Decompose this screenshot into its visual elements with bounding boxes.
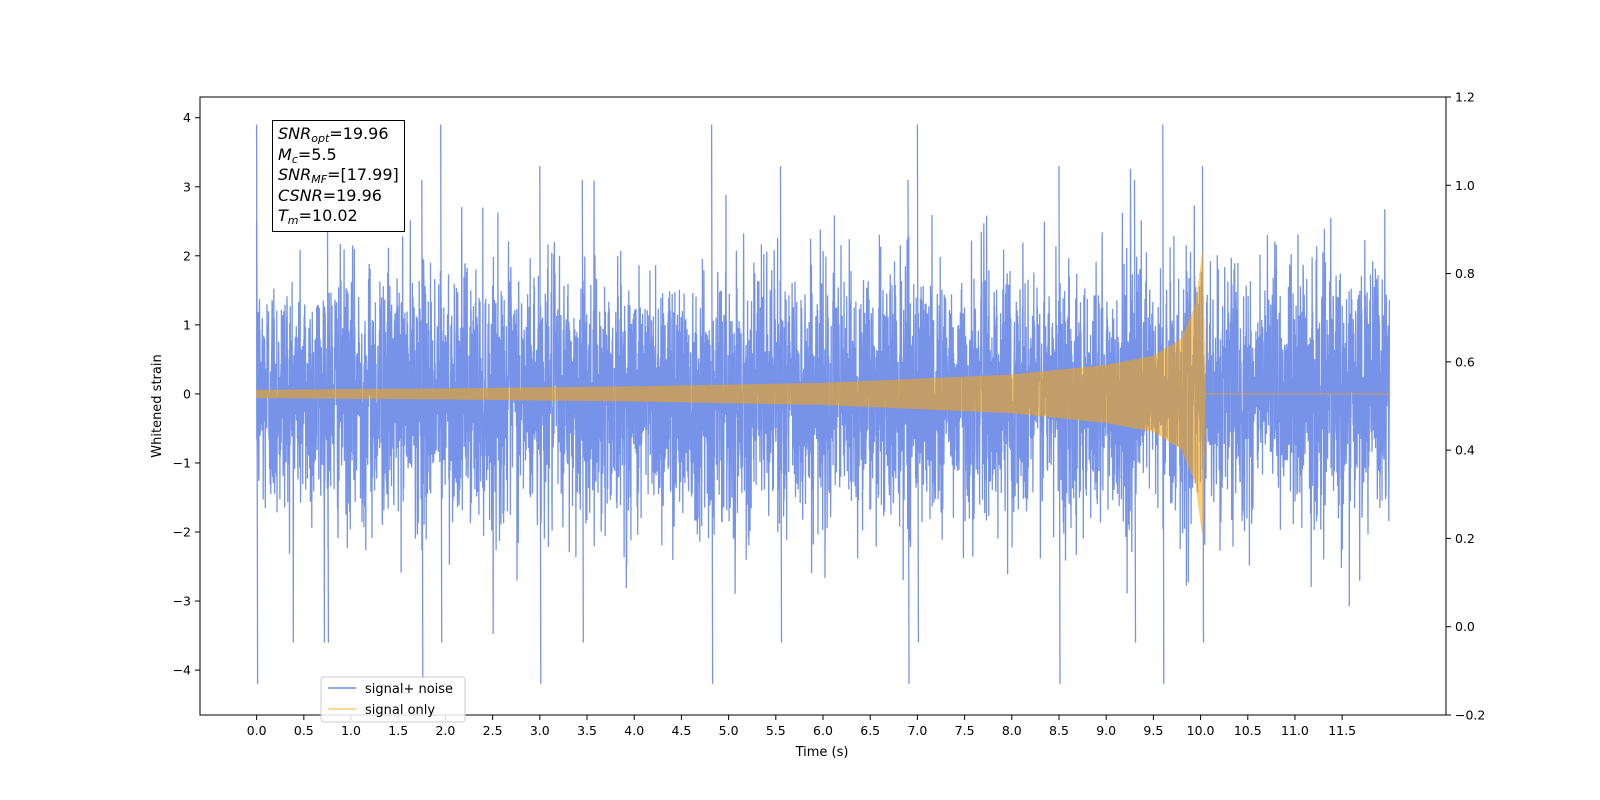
x-axis-label: Time (s) xyxy=(795,745,849,760)
x-tick-label: 8.0 xyxy=(1002,723,1022,738)
y-tick-label: 2 xyxy=(183,248,191,263)
x-tick-label: 9.5 xyxy=(1143,723,1163,738)
signal-only-series xyxy=(256,252,1390,534)
y2-tick-label: 0.4 xyxy=(1455,443,1475,458)
y2-tick-label: 0.8 xyxy=(1455,266,1475,281)
y-axis-left: 4 3 2 1 0 −1 −2 −3 −4 xyxy=(173,110,200,678)
y2-tick-label: 0.0 xyxy=(1455,619,1475,634)
legend-label-signal-noise: signal+ noise xyxy=(365,682,453,697)
y-axis-label: Whitened strain xyxy=(150,354,165,457)
x-tick-label: 3.5 xyxy=(577,723,597,738)
snr-opt-value: =19.96 xyxy=(329,124,389,143)
snr-opt-line: SNRopt=19.96 xyxy=(278,124,399,145)
x-tick-label: 5.0 xyxy=(719,723,739,738)
y2-tick-label: 0.6 xyxy=(1455,354,1475,369)
snr-mf-line: SNRMF=[17.99] xyxy=(278,165,399,186)
y2-tick-label: 1.2 xyxy=(1455,90,1475,105)
legend-label-signal-only: signal only xyxy=(365,703,435,718)
snr-mf-subscript: MF xyxy=(311,173,328,186)
legend-frame xyxy=(320,676,466,723)
y-tick-label: −2 xyxy=(173,525,191,540)
x-tick-label: 4.0 xyxy=(624,723,644,738)
tm-value: =10.02 xyxy=(298,206,358,225)
x-tick-label: 10.0 xyxy=(1187,723,1215,738)
snr-opt-symbol: SNR xyxy=(278,124,312,143)
snr-mf-value: =[17.99] xyxy=(327,165,399,184)
csnr-symbol: CSNR xyxy=(278,185,323,205)
x-tick-label: 11.0 xyxy=(1281,723,1309,738)
y2-tick-label: −0.2 xyxy=(1455,708,1485,723)
x-tick-label: 9.0 xyxy=(1096,723,1116,738)
y2-tick-label: 1.0 xyxy=(1455,178,1475,193)
snr-mf-symbol: SNR xyxy=(278,165,312,184)
x-tick-label: 2.5 xyxy=(483,723,503,738)
mc-subscript: c xyxy=(291,152,298,166)
plot-area xyxy=(255,124,1391,684)
x-tick-label: 0.0 xyxy=(247,723,267,738)
parameter-annotation-box: SNRopt=19.96 Mc=5.5 SNRMF=[17.99] CSNR=1… xyxy=(272,120,405,232)
x-tick-label: 6.0 xyxy=(813,723,833,738)
mc-line: Mc=5.5 xyxy=(278,145,399,166)
mc-value: =5.5 xyxy=(297,144,337,164)
y2-tick-label: 0.2 xyxy=(1455,531,1475,546)
tm-subscript: m xyxy=(287,214,299,227)
x-tick-label: 1.5 xyxy=(388,723,408,738)
y-tick-label: 0 xyxy=(183,386,191,401)
tm-line: Tm=10.02 xyxy=(278,206,399,227)
tm-symbol: T xyxy=(278,206,288,225)
y-tick-label: 3 xyxy=(183,179,191,194)
x-tick-label: 11.5 xyxy=(1328,723,1356,738)
x-tick-label: 2.0 xyxy=(435,723,455,738)
snr-opt-subscript: opt xyxy=(311,132,330,145)
signal-only-line xyxy=(256,252,1390,534)
x-tick-label: 8.5 xyxy=(1049,723,1069,738)
x-tick-label: 6.5 xyxy=(860,723,880,738)
y-tick-label: −1 xyxy=(173,455,191,470)
mc-symbol: M xyxy=(278,144,292,164)
y-axis-right: 1.2 1.0 0.8 0.6 0.4 0.2 0.0 −0.2 xyxy=(1446,90,1485,723)
x-tick-label: 0.5 xyxy=(294,723,314,738)
csnr-value: =19.96 xyxy=(322,185,382,205)
legend: signal+ noise signal only xyxy=(320,676,466,723)
x-tick-label: 7.5 xyxy=(955,723,975,738)
y-tick-label: −3 xyxy=(173,594,191,609)
x-tick-label: 1.0 xyxy=(341,723,361,738)
y-tick-label: 4 xyxy=(183,110,191,125)
x-tick-label: 4.5 xyxy=(671,723,691,738)
x-tick-label: 7.0 xyxy=(907,723,927,738)
csnr-line: CSNR=19.96 xyxy=(278,186,399,207)
x-tick-label: 10.5 xyxy=(1234,723,1262,738)
x-axis: 0.0 0.5 1.0 1.5 2.0 2.5 3.0 3.5 4.0 4.5 5.0 5.5 6.0 6… xyxy=(247,715,1356,738)
x-tick-label: 5.5 xyxy=(766,723,786,738)
y-tick-label: −4 xyxy=(173,663,191,678)
x-tick-label: 3.0 xyxy=(530,723,550,738)
y-tick-label: 1 xyxy=(183,317,191,332)
